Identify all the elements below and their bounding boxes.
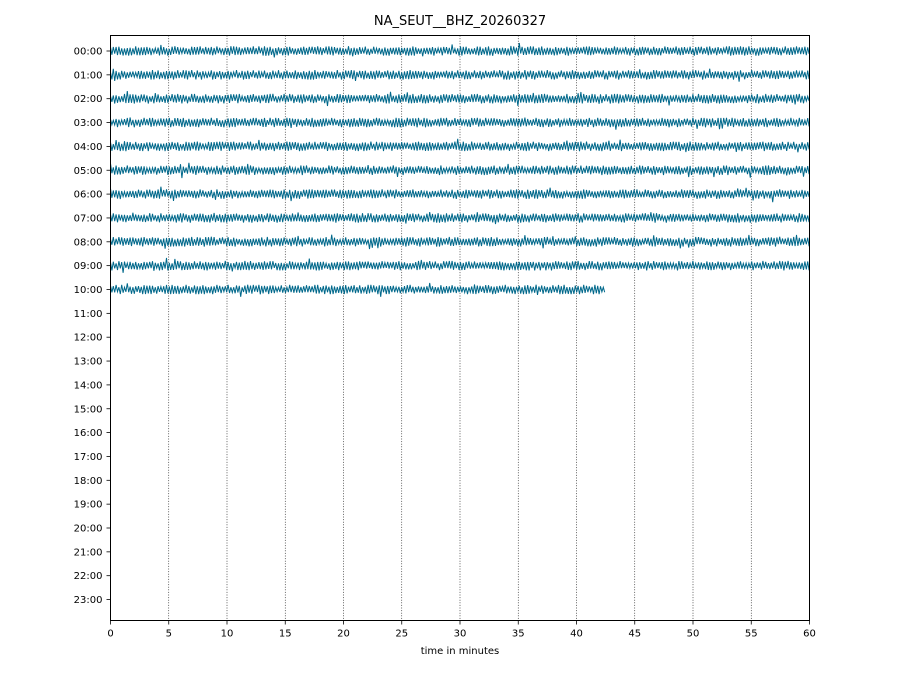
y-tick-label: 19:00 — [74, 500, 103, 511]
y-tick-label: 21:00 — [74, 547, 103, 558]
trace-layer — [110, 42, 810, 297]
trace-0200 — [110, 90, 810, 107]
trace-0500 — [110, 162, 810, 179]
y-tick-label: 15:00 — [74, 404, 103, 415]
trace-0900 — [110, 257, 810, 273]
x-tick-label: 0 — [107, 629, 113, 640]
x-axis-label: time in minutes — [421, 646, 500, 657]
y-tick-label: 04:00 — [74, 142, 103, 153]
y-tick-label: 14:00 — [74, 380, 103, 391]
x-tick-label: 40 — [570, 629, 583, 640]
x-tick-label: 35 — [512, 629, 525, 640]
x-tick-label: 55 — [745, 629, 758, 640]
trace-0400 — [110, 138, 810, 153]
y-tick-label: 08:00 — [74, 237, 103, 248]
y-axis: 00:00 01:00 02:00 03:00 04:00 05:00 06:00 07:00… — [74, 47, 111, 606]
y-tick-label: 06:00 — [74, 190, 103, 201]
x-tick-label: 25 — [395, 629, 408, 640]
y-tick-label: 17:00 — [74, 452, 103, 463]
y-tick-label: 20:00 — [74, 524, 103, 535]
y-tick-label: 09:00 — [74, 261, 103, 272]
y-tick-label: 01:00 — [74, 70, 103, 81]
chart-title: NA_SEUT__BHZ_20260327 — [374, 14, 546, 29]
y-tick-label: 11:00 — [74, 309, 103, 320]
y-tick-label: 05:00 — [74, 166, 103, 177]
x-tick-label: 5 — [166, 629, 172, 640]
x-tick-label: 60 — [803, 629, 816, 640]
trace-0800 — [110, 234, 810, 250]
trace-0700 — [110, 212, 810, 225]
y-tick-label: 10:00 — [74, 285, 103, 296]
trace-0100 — [110, 68, 810, 82]
y-tick-label: 18:00 — [74, 476, 103, 487]
y-tick-label: 13:00 — [74, 357, 103, 368]
y-tick-label: 00:00 — [74, 47, 103, 58]
y-tick-label: 02:00 — [74, 94, 103, 105]
x-tick-label: 50 — [687, 629, 700, 640]
x-tick-label: 45 — [628, 629, 641, 640]
y-tick-label: 22:00 — [74, 571, 103, 582]
trace-0600 — [110, 186, 810, 203]
y-tick-label: 03:00 — [74, 118, 103, 129]
trace-1000 — [110, 282, 606, 297]
y-tick-label: 12:00 — [74, 333, 103, 344]
x-tick-label: 30 — [454, 629, 467, 640]
x-tick-label: 20 — [337, 629, 350, 640]
x-axis: 0 5 10 15 20 25 30 35 40 45 50 55 60 — [107, 620, 816, 640]
x-tick-label: 15 — [279, 629, 292, 640]
y-tick-label: 16:00 — [74, 428, 103, 439]
trace-0300 — [110, 117, 810, 130]
x-tick-label: 10 — [221, 629, 234, 640]
trace-0000 — [110, 42, 810, 58]
y-tick-label: 07:00 — [74, 213, 103, 224]
plot-frame — [110, 35, 810, 621]
y-tick-label: 23:00 — [74, 595, 103, 606]
